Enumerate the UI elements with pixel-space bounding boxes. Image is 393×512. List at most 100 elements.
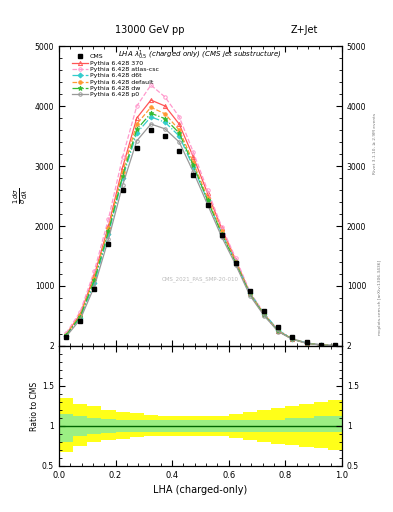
CMS xyxy=(134,145,139,151)
CMS xyxy=(120,187,125,193)
Pythia 6.428 dw xyxy=(149,110,153,116)
Pythia 6.428 dw xyxy=(92,277,97,283)
Pythia 6.428 p0 xyxy=(92,284,97,290)
Pythia 6.428 d6t xyxy=(92,280,97,286)
Pythia 6.428 d6t xyxy=(205,197,210,203)
Y-axis label: $\frac{1}{\sigma}\frac{d\sigma}{d\lambda}$: $\frac{1}{\sigma}\frac{d\sigma}{d\lambda… xyxy=(12,188,30,204)
Pythia 6.428 d6t xyxy=(304,340,309,346)
Pythia 6.428 370 xyxy=(149,97,153,103)
Pythia 6.428 p0 xyxy=(163,126,167,132)
Pythia 6.428 d6t xyxy=(163,119,167,125)
Pythia 6.428 dw xyxy=(205,197,210,203)
CMS xyxy=(177,148,182,154)
Line: Pythia 6.428 default: Pythia 6.428 default xyxy=(64,105,336,347)
Pythia 6.428 p0 xyxy=(106,236,111,242)
Line: Pythia 6.428 dw: Pythia 6.428 dw xyxy=(64,111,337,348)
CMS xyxy=(92,286,97,292)
Pythia 6.428 default xyxy=(149,104,153,110)
Pythia 6.428 d6t xyxy=(248,290,252,296)
Pythia 6.428 dw xyxy=(191,162,196,168)
Pythia 6.428 p0 xyxy=(134,138,139,144)
Pythia 6.428 p0 xyxy=(290,336,295,343)
Text: mcplots.cern.ch [arXiv:1306.3436]: mcplots.cern.ch [arXiv:1306.3436] xyxy=(378,260,382,334)
Y-axis label: Ratio to CMS: Ratio to CMS xyxy=(30,381,39,431)
Pythia 6.428 370 xyxy=(92,272,97,278)
CMS xyxy=(149,127,153,133)
Pythia 6.428 dw xyxy=(78,313,83,319)
Pythia 6.428 dw xyxy=(318,342,323,348)
Line: Pythia 6.428 d6t: Pythia 6.428 d6t xyxy=(64,115,336,347)
CMS xyxy=(205,202,210,208)
Pythia 6.428 370 xyxy=(64,331,68,337)
Pythia 6.428 p0 xyxy=(149,121,153,127)
Pythia 6.428 default xyxy=(318,342,323,348)
Line: Pythia 6.428 atlas-csc: Pythia 6.428 atlas-csc xyxy=(64,83,336,347)
Pythia 6.428 p0 xyxy=(304,340,309,346)
Pythia 6.428 370 xyxy=(120,164,125,170)
Pythia 6.428 d6t xyxy=(318,342,323,348)
X-axis label: LHA (charged-only): LHA (charged-only) xyxy=(153,485,248,495)
Legend: CMS, Pythia 6.428 370, Pythia 6.428 atlas-csc, Pythia 6.428 d6t, Pythia 6.428 de: CMS, Pythia 6.428 370, Pythia 6.428 atla… xyxy=(71,52,161,99)
Pythia 6.428 atlas-csc xyxy=(106,216,111,222)
Pythia 6.428 d6t xyxy=(332,343,337,349)
Pythia 6.428 atlas-csc xyxy=(248,289,252,295)
Pythia 6.428 default xyxy=(106,225,111,231)
CMS xyxy=(262,308,266,314)
Line: Pythia 6.428 370: Pythia 6.428 370 xyxy=(64,98,337,348)
Pythia 6.428 default xyxy=(290,336,295,342)
Pythia 6.428 atlas-csc xyxy=(233,255,238,262)
Pythia 6.428 dw xyxy=(134,126,139,133)
CMS xyxy=(191,172,196,178)
Pythia 6.428 atlas-csc xyxy=(262,310,266,316)
Text: Rivet 3.1.10, ≥ 2.9M events: Rivet 3.1.10, ≥ 2.9M events xyxy=(373,113,377,174)
Pythia 6.428 default xyxy=(120,169,125,175)
Pythia 6.428 d6t xyxy=(120,175,125,181)
Pythia 6.428 p0 xyxy=(332,343,337,349)
Pythia 6.428 atlas-csc xyxy=(191,149,196,155)
CMS xyxy=(304,339,309,345)
Pythia 6.428 370 xyxy=(318,342,323,348)
Pythia 6.428 p0 xyxy=(219,234,224,240)
Pythia 6.428 370 xyxy=(276,328,281,334)
CMS xyxy=(290,334,295,340)
Pythia 6.428 default xyxy=(205,195,210,201)
Pythia 6.428 p0 xyxy=(248,292,252,298)
Pythia 6.428 dw xyxy=(106,228,111,234)
Line: Pythia 6.428 p0: Pythia 6.428 p0 xyxy=(64,122,336,347)
Pythia 6.428 atlas-csc xyxy=(64,330,68,336)
Pythia 6.428 370 xyxy=(163,103,167,109)
Pythia 6.428 dw xyxy=(248,291,252,297)
Pythia 6.428 default xyxy=(304,340,309,346)
Pythia 6.428 default xyxy=(276,328,281,334)
Pythia 6.428 370 xyxy=(106,223,111,229)
Pythia 6.428 atlas-csc xyxy=(78,309,83,315)
Pythia 6.428 d6t xyxy=(191,164,196,170)
Pythia 6.428 dw xyxy=(177,130,182,136)
Pythia 6.428 default xyxy=(92,274,97,281)
CMS xyxy=(233,260,238,266)
Pythia 6.428 dw xyxy=(262,312,266,318)
Pythia 6.428 atlas-csc xyxy=(304,340,309,346)
Pythia 6.428 atlas-csc xyxy=(134,103,139,109)
Text: Z+Jet: Z+Jet xyxy=(291,25,318,35)
Pythia 6.428 370 xyxy=(233,257,238,263)
Pythia 6.428 dw xyxy=(120,173,125,179)
CMS xyxy=(78,318,83,324)
Pythia 6.428 dw xyxy=(163,116,167,122)
Pythia 6.428 370 xyxy=(332,343,337,349)
Pythia 6.428 default xyxy=(191,159,196,165)
Pythia 6.428 default xyxy=(177,127,182,133)
Pythia 6.428 370 xyxy=(262,311,266,317)
Pythia 6.428 d6t xyxy=(64,333,68,339)
Pythia 6.428 d6t xyxy=(276,327,281,333)
Pythia 6.428 p0 xyxy=(262,313,266,319)
Pythia 6.428 d6t xyxy=(219,230,224,236)
Pythia 6.428 d6t xyxy=(78,315,83,321)
Pythia 6.428 p0 xyxy=(191,169,196,175)
Pythia 6.428 dw xyxy=(276,328,281,334)
Pythia 6.428 p0 xyxy=(205,201,210,207)
Pythia 6.428 d6t xyxy=(177,133,182,139)
Pythia 6.428 d6t xyxy=(134,130,139,136)
Pythia 6.428 dw xyxy=(233,260,238,266)
Pythia 6.428 atlas-csc xyxy=(163,94,167,100)
